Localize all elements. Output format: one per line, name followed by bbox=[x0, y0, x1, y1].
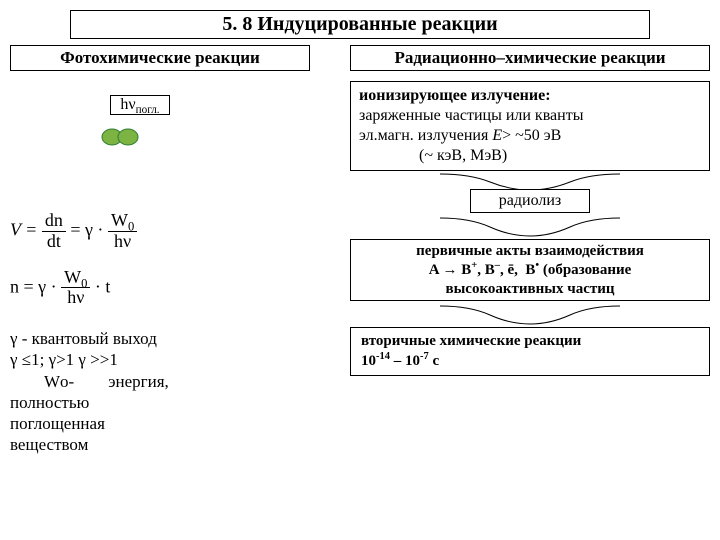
brace-top bbox=[430, 172, 630, 190]
left-header: Фотохимические реакции bbox=[60, 48, 260, 67]
primary-l3: высокоактивных частиц bbox=[357, 280, 703, 299]
right-header-box: Радиационно–химические реакции bbox=[350, 45, 710, 71]
left-column: Фотохимические реакции hνпогл. V = dn dt… bbox=[10, 45, 310, 456]
eq2-lhs: n = γ · bbox=[10, 276, 57, 296]
ion-l1: заряженные частицы или кванты bbox=[359, 106, 701, 126]
content-row: Фотохимические реакции hνпогл. V = dn dt… bbox=[10, 45, 710, 456]
primary-l1: первичные акты взаимодействия bbox=[357, 242, 703, 261]
hv-box: hνпогл. bbox=[110, 95, 170, 115]
ion-hdr: ионизирующее излучение: bbox=[359, 86, 701, 106]
radiolysis-label: радиолиз bbox=[499, 192, 561, 209]
ion-l2: эл.магн. излучения E> ~50 эВ bbox=[359, 126, 701, 146]
radiolysis-box: радиолиз bbox=[470, 189, 590, 213]
right-column: Радиационно–химические реакции ионизирую… bbox=[350, 45, 710, 376]
secondary-l2: 10-14 – 10-7 с bbox=[361, 352, 699, 372]
secondary-box: вторичные химические реакции 10-14 – 10-… bbox=[350, 327, 710, 376]
gamma-block: γ - квантовый выход γ ≤1; γ>1 γ >>1 Wо- … bbox=[10, 328, 310, 456]
gamma-l6: веществом bbox=[10, 434, 310, 455]
secondary-l1: вторичные химические реакции bbox=[361, 332, 699, 352]
eq2-rhs: · t bbox=[95, 276, 111, 296]
gamma-l5: поглощенная bbox=[10, 413, 310, 434]
right-header: Радиационно–химические реакции bbox=[394, 48, 665, 67]
formulas: V = dn dt = γ · W0 hν n = γ · W0 hν · t bbox=[10, 211, 310, 308]
eq1-frac2: W0 hν bbox=[108, 211, 137, 252]
molecule-icon bbox=[100, 127, 140, 147]
left-header-box: Фотохимические реакции bbox=[10, 45, 310, 71]
title-text: 5. 8 Индуцированные реакции bbox=[222, 13, 497, 35]
gamma-l3: Wо- энергия, bbox=[10, 371, 310, 392]
eq1-frac1: dn dt bbox=[42, 211, 66, 252]
equation-1: V = dn dt = γ · W0 hν bbox=[10, 211, 310, 252]
brace-mid bbox=[430, 216, 630, 238]
primary-box: первичные акты взаимодействия A → B+, B–… bbox=[350, 239, 710, 301]
eq1-lhs: V = bbox=[10, 219, 37, 239]
eq2-frac: W0 hν bbox=[61, 268, 90, 309]
brace-bot bbox=[430, 304, 630, 326]
equation-2: n = γ · W0 hν · t bbox=[10, 268, 310, 309]
primary-l2: A → B+, B–, ē, B• (образование bbox=[357, 261, 703, 280]
ionizing-box: ионизирующее излучение: заряженные части… bbox=[350, 81, 710, 171]
gamma-l4: полностью bbox=[10, 392, 310, 413]
gamma-l2: γ ≤1; γ>1 γ >>1 bbox=[10, 349, 310, 370]
ion-l3: (~ кэВ, МэВ) bbox=[359, 146, 701, 166]
hv-label: hνпогл. bbox=[120, 96, 159, 113]
eq1-mid: = γ · bbox=[70, 219, 103, 239]
title-box: 5. 8 Индуцированные реакции bbox=[70, 10, 650, 39]
gamma-l1: γ - квантовый выход bbox=[10, 328, 310, 349]
